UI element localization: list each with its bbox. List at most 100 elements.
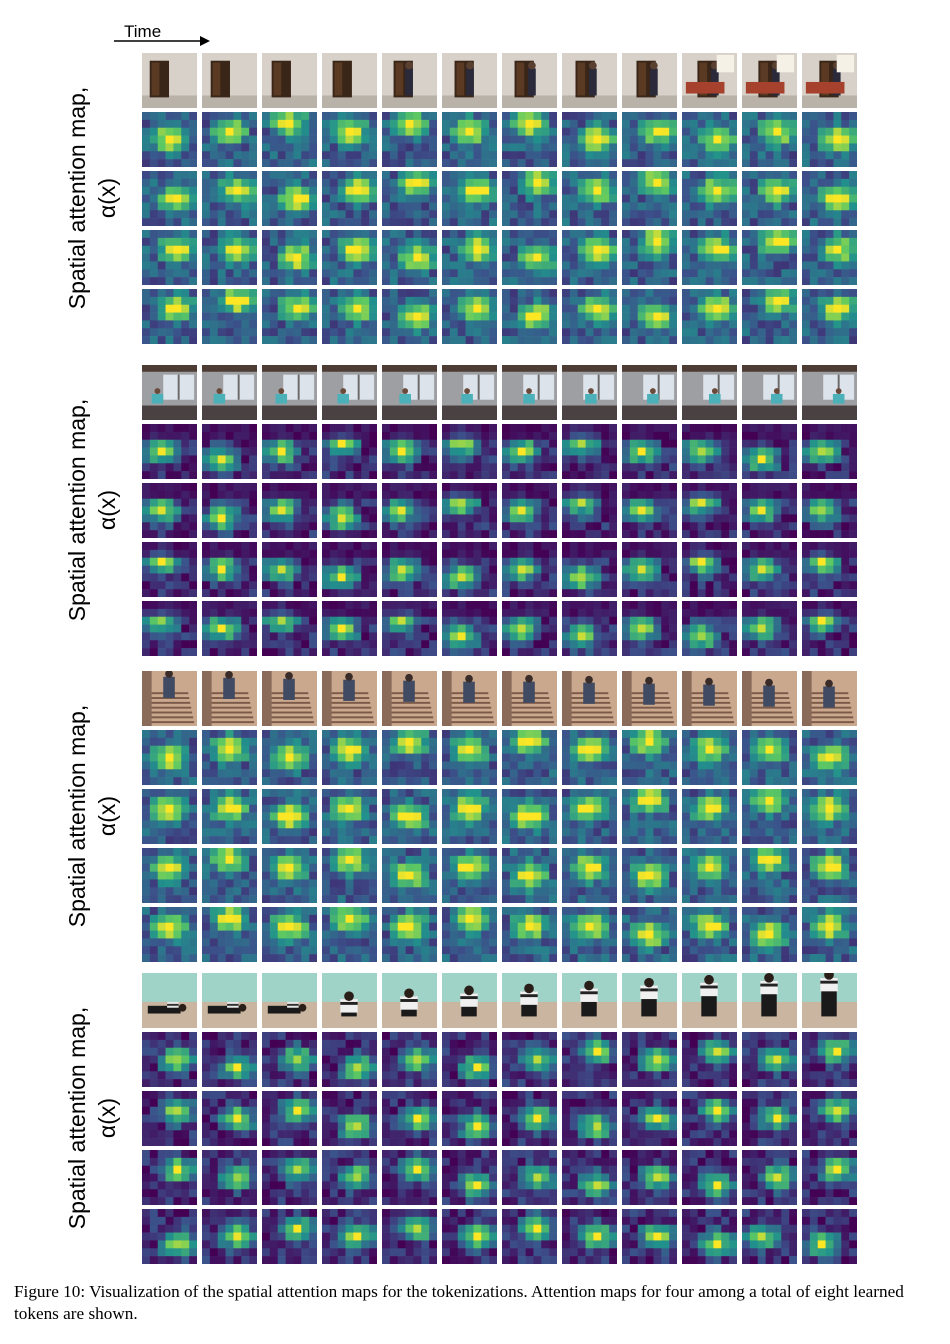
attention-heatmap bbox=[441, 1031, 498, 1088]
attention-heatmap bbox=[141, 170, 198, 227]
attention-heatmap bbox=[261, 111, 318, 168]
attention-heatmap bbox=[801, 847, 858, 904]
video-frame bbox=[441, 364, 498, 421]
attention-heatmap bbox=[441, 1208, 498, 1265]
attention-heatmap bbox=[741, 906, 798, 963]
video-frame bbox=[261, 364, 318, 421]
attention-heatmap bbox=[201, 1149, 258, 1206]
video-frame bbox=[261, 972, 318, 1029]
attention-heatmap bbox=[681, 1090, 738, 1147]
video-frame bbox=[621, 670, 678, 727]
attention-map-row bbox=[141, 729, 858, 786]
video-frame bbox=[741, 52, 798, 109]
attention-heatmap bbox=[201, 1031, 258, 1088]
attention-heatmap bbox=[501, 229, 558, 286]
attention-heatmap bbox=[681, 541, 738, 598]
attention-heatmap bbox=[441, 906, 498, 963]
attention-heatmap bbox=[561, 482, 618, 539]
attention-heatmap bbox=[741, 1149, 798, 1206]
attention-heatmap bbox=[141, 541, 198, 598]
attention-heatmap bbox=[201, 847, 258, 904]
attention-map-row bbox=[141, 847, 858, 904]
attention-heatmap bbox=[621, 788, 678, 845]
attention-heatmap bbox=[381, 729, 438, 786]
attention-heatmap bbox=[801, 1149, 858, 1206]
attention-heatmap bbox=[261, 788, 318, 845]
attention-map-row bbox=[141, 906, 858, 963]
attention-heatmap bbox=[621, 229, 678, 286]
attention-heatmap bbox=[501, 1149, 558, 1206]
attention-heatmap bbox=[501, 1090, 558, 1147]
attention-heatmap bbox=[801, 1031, 858, 1088]
attention-heatmap bbox=[801, 482, 858, 539]
attention-heatmap bbox=[501, 600, 558, 657]
attention-heatmap bbox=[381, 288, 438, 345]
attention-map-row bbox=[141, 111, 858, 168]
panel-ylabel: Spatial attention map, α(x) bbox=[62, 48, 122, 348]
attention-heatmap bbox=[681, 729, 738, 786]
panel-ylabel: Spatial attention map, α(x) bbox=[62, 666, 122, 966]
attention-heatmap bbox=[321, 1149, 378, 1206]
attention-heatmap bbox=[321, 423, 378, 480]
attention-heatmap bbox=[501, 541, 558, 598]
attention-heatmap bbox=[261, 541, 318, 598]
attention-heatmap bbox=[441, 170, 498, 227]
attention-heatmap bbox=[621, 288, 678, 345]
attention-heatmap bbox=[141, 111, 198, 168]
attention-heatmap bbox=[381, 482, 438, 539]
attention-heatmap bbox=[261, 600, 318, 657]
attention-heatmap bbox=[681, 1208, 738, 1265]
video-frame bbox=[801, 670, 858, 727]
attention-heatmap bbox=[801, 1090, 858, 1147]
attention-heatmap bbox=[201, 170, 258, 227]
video-frame-row bbox=[141, 670, 858, 727]
attention-heatmap bbox=[321, 906, 378, 963]
attention-heatmap bbox=[621, 482, 678, 539]
video-frame bbox=[681, 670, 738, 727]
attention-heatmap bbox=[681, 847, 738, 904]
attention-heatmap bbox=[741, 423, 798, 480]
attention-map-row bbox=[141, 1031, 858, 1088]
ylabel-line1: Spatial attention map, bbox=[64, 1006, 90, 1229]
attention-heatmap bbox=[321, 541, 378, 598]
attention-heatmap bbox=[681, 906, 738, 963]
attention-heatmap bbox=[621, 906, 678, 963]
attention-heatmap bbox=[321, 847, 378, 904]
attention-heatmap bbox=[201, 229, 258, 286]
attention-heatmap bbox=[681, 423, 738, 480]
attention-heatmap bbox=[381, 1208, 438, 1265]
attention-heatmap bbox=[801, 788, 858, 845]
attention-heatmap bbox=[741, 111, 798, 168]
video-frame bbox=[741, 364, 798, 421]
video-frame bbox=[501, 670, 558, 727]
video-frame bbox=[141, 670, 198, 727]
attention-heatmap bbox=[681, 229, 738, 286]
attention-heatmap bbox=[561, 600, 618, 657]
attention-heatmap bbox=[381, 423, 438, 480]
video-frame bbox=[741, 670, 798, 727]
attention-heatmap bbox=[561, 541, 618, 598]
attention-heatmap bbox=[741, 847, 798, 904]
attention-heatmap bbox=[681, 482, 738, 539]
attention-heatmap bbox=[381, 111, 438, 168]
attention-heatmap bbox=[321, 288, 378, 345]
attention-heatmap bbox=[441, 541, 498, 598]
attention-heatmap bbox=[681, 788, 738, 845]
video-frame bbox=[681, 364, 738, 421]
attention-heatmap bbox=[141, 423, 198, 480]
attention-heatmap bbox=[441, 1149, 498, 1206]
attention-heatmap bbox=[741, 1208, 798, 1265]
attention-heatmap bbox=[441, 729, 498, 786]
video-frame bbox=[801, 364, 858, 421]
attention-heatmap bbox=[381, 906, 438, 963]
attention-heatmap bbox=[381, 847, 438, 904]
attention-heatmap bbox=[321, 229, 378, 286]
attention-heatmap bbox=[321, 788, 378, 845]
attention-heatmap bbox=[501, 847, 558, 904]
attention-heatmap bbox=[741, 482, 798, 539]
attention-heatmap bbox=[441, 482, 498, 539]
attention-heatmap bbox=[201, 788, 258, 845]
attention-heatmap bbox=[381, 229, 438, 286]
attention-heatmap bbox=[381, 1149, 438, 1206]
video-frame bbox=[621, 364, 678, 421]
